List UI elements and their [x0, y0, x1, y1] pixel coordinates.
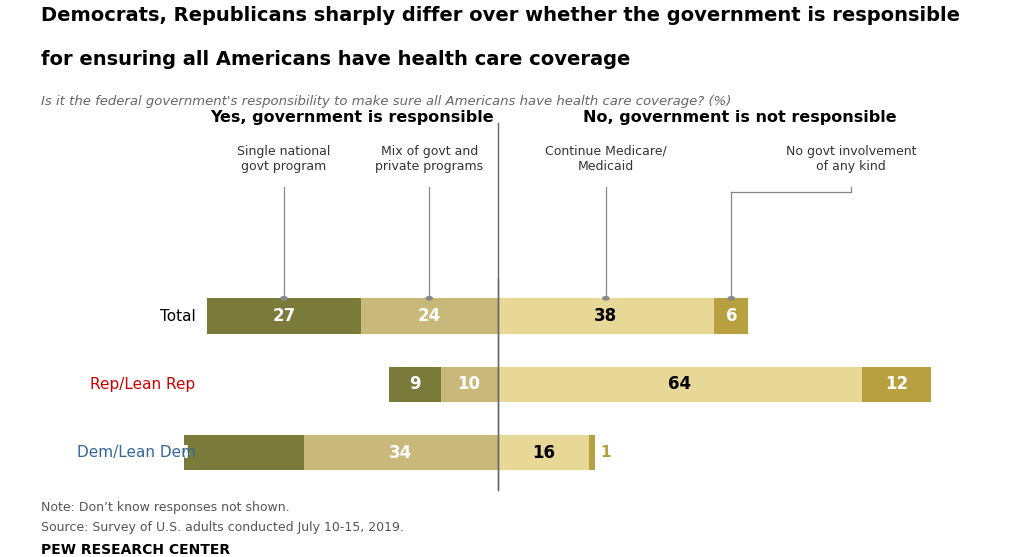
Bar: [497, 435, 589, 470]
Text: Rep/Lean Rep: Rep/Lean Rep: [90, 377, 195, 392]
Text: Total: Total: [160, 309, 195, 324]
Text: Democrats, Republicans sharply differ over whether the government is responsible: Democrats, Republicans sharply differ ov…: [41, 6, 960, 25]
Bar: [53, 435, 304, 470]
Bar: [361, 299, 497, 334]
Bar: [714, 299, 749, 334]
Text: 16: 16: [532, 443, 554, 462]
Text: 64: 64: [668, 375, 692, 393]
Text: Source: Survey of U.S. adults conducted July 10-15, 2019.: Source: Survey of U.S. adults conducted …: [41, 521, 404, 534]
Text: 12: 12: [885, 375, 908, 393]
Text: Is it the federal government's responsibility to make sure all Americans have he: Is it the federal government's responsib…: [41, 95, 731, 108]
Text: PEW RESEARCH CENTER: PEW RESEARCH CENTER: [41, 543, 230, 557]
Text: 38: 38: [594, 307, 618, 325]
Text: 24: 24: [417, 307, 441, 325]
Text: No govt involvement
of any kind: No govt involvement of any kind: [786, 145, 917, 173]
Text: 6: 6: [725, 307, 737, 325]
Text: 1: 1: [601, 445, 611, 460]
Bar: [589, 435, 594, 470]
Text: Yes, government is responsible: Yes, government is responsible: [211, 110, 494, 125]
Text: 34: 34: [389, 443, 412, 462]
Bar: [390, 367, 441, 402]
Text: No, government is not responsible: No, government is not responsible: [583, 110, 897, 125]
Text: Mix of govt and
private programs: Mix of govt and private programs: [375, 145, 483, 173]
Text: 44: 44: [167, 443, 190, 462]
Bar: [304, 435, 497, 470]
Text: 10: 10: [457, 375, 481, 393]
Bar: [441, 367, 497, 402]
Text: Note: Don’t know responses not shown.: Note: Don’t know responses not shown.: [41, 501, 290, 514]
Bar: [862, 367, 931, 402]
Bar: [497, 367, 862, 402]
Text: 9: 9: [409, 375, 420, 393]
Text: 27: 27: [272, 307, 296, 325]
Text: Continue Medicare/
Medicaid: Continue Medicare/ Medicaid: [545, 145, 667, 173]
Text: Dem/Lean Dem: Dem/Lean Dem: [77, 445, 195, 460]
Bar: [207, 299, 361, 334]
Bar: [497, 299, 714, 334]
Text: for ensuring all Americans have health care coverage: for ensuring all Americans have health c…: [41, 50, 630, 69]
Text: Single national
govt program: Single national govt program: [237, 145, 330, 173]
